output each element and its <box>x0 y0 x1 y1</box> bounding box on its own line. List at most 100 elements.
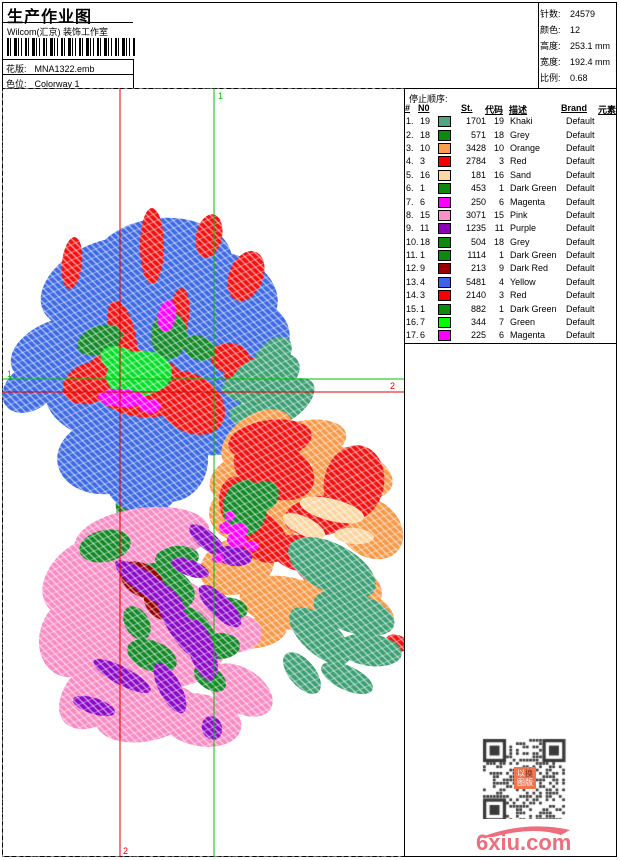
page-title: 生产作业图 <box>7 9 93 26</box>
col-code: 代码 <box>485 105 504 115</box>
row-color-name: Pink <box>510 209 528 220</box>
stat-stitches: 针数: 24579 <box>540 6 616 22</box>
row-code: 1 <box>498 303 504 314</box>
row-seq: 8. <box>406 209 414 220</box>
col-n0: N0 <box>418 103 430 113</box>
row-code: 3 <box>498 156 504 167</box>
row-needle: 1 <box>420 183 426 194</box>
row-stitches: 882 <box>470 303 486 314</box>
row-needle: 1 <box>420 303 426 314</box>
guide-label-green-v: 1 <box>218 91 223 101</box>
row-swatch-cell <box>438 330 456 342</box>
row-stitches: 1235 <box>465 223 486 234</box>
row-code: 7 <box>498 317 504 328</box>
row-seq: 11. <box>406 250 418 261</box>
row-swatch-cell <box>438 250 456 262</box>
pattern-filename: MNA1322.emb <box>34 64 95 74</box>
row-brand: Default <box>566 209 595 220</box>
row-brand: Default <box>566 129 595 140</box>
row-color-name: Dark Green <box>510 303 557 314</box>
row-brand: Default <box>566 169 595 180</box>
stat-value: 12 <box>570 25 581 35</box>
row-color-name: Magenta <box>510 196 546 207</box>
row-swatch-cell <box>438 303 456 315</box>
table-row: 7. 6 250 6 Magenta Default <box>405 195 616 208</box>
color-swatch <box>438 129 451 141</box>
row-brand: Default <box>566 250 595 261</box>
col-desc: 描述 <box>509 105 528 115</box>
row-color-name: Grey <box>510 236 530 247</box>
row-brand: Default <box>566 183 595 194</box>
colorway-row: 色位: Colorway 1 <box>6 77 80 90</box>
row-code: 19 <box>493 116 504 127</box>
row-seq: 10. <box>406 236 419 247</box>
watermark-logo: 6xiu.com <box>473 822 577 856</box>
color-swatch <box>438 156 451 168</box>
row-stitches: 250 <box>470 196 486 207</box>
row-code: 4 <box>498 276 504 287</box>
row-brand: Default <box>566 290 595 301</box>
row-seq: 13. <box>406 276 419 287</box>
row-seq: 12. <box>406 263 419 274</box>
row-stitches: 213 <box>470 263 486 274</box>
stat-label: 颜色: <box>540 25 561 35</box>
row-needle: 10 <box>420 142 431 153</box>
stat-label: 宽度: <box>540 57 561 67</box>
stop-table-column-headers: # N0 St. 代码 描述 Brand 元素 <box>405 103 616 116</box>
row-brand: Default <box>566 116 595 127</box>
row-needle: 3 <box>420 156 426 167</box>
stat-width: 宽度: 192.4 mm <box>540 54 616 70</box>
stat-value: 24579 <box>570 9 596 19</box>
row-seq: 5. <box>406 169 414 180</box>
color-swatch <box>438 142 451 154</box>
row-brand: Default <box>566 142 595 153</box>
row-stitches: 3071 <box>465 209 486 220</box>
table-row: 15. 1 882 1 Dark Green Default <box>405 302 616 315</box>
row-swatch-cell <box>438 236 456 248</box>
row-color-name: Red <box>510 290 527 301</box>
table-row: 3. 10 3428 10 Orange Default <box>405 142 616 155</box>
design-barcode <box>7 38 135 56</box>
stop-table: 1. 19 1701 19 Khaki Default 2. 18 571 18… <box>405 115 616 343</box>
row-color-name: Sand <box>510 169 532 180</box>
stat-label: 比例: <box>540 73 561 83</box>
row-code: 1 <box>498 250 504 261</box>
row-needle: 6 <box>420 196 426 207</box>
drawing-area-right-border <box>404 88 405 857</box>
row-needle: 19 <box>420 116 431 127</box>
row-needle: 18 <box>420 129 431 140</box>
table-row: 4. 3 2784 3 Red Default <box>405 155 616 168</box>
row-swatch-cell <box>438 183 456 195</box>
qr-center-logo: 以换 图版 <box>514 767 536 789</box>
pattern-row: 花版: MNA1322.emb <box>6 62 95 75</box>
row-needle: 11 <box>420 223 430 234</box>
color-swatch <box>438 116 451 128</box>
row-swatch-cell <box>438 223 456 235</box>
table-row: 16. 7 344 7 Green Default <box>405 316 616 329</box>
company-subtitle: Wilcom(汇京) 装饰工作室 <box>7 27 108 37</box>
row-stitches: 1701 <box>465 116 486 127</box>
title-underline <box>2 22 133 23</box>
row-seq: 17. <box>406 330 419 341</box>
guide-label-red-h: 2 <box>390 381 395 391</box>
row-swatch-cell <box>438 156 456 168</box>
row-needle: 15 <box>420 209 431 220</box>
row-needle: 3 <box>420 290 426 301</box>
row-brand: Default <box>566 156 595 167</box>
stat-height: 高度: 253.1 mm <box>540 38 616 54</box>
row-brand: Default <box>566 223 595 234</box>
qr-code: 以换 图版 <box>481 737 569 819</box>
row-needle: 1 <box>420 250 426 261</box>
col-brand: Brand <box>561 103 588 113</box>
table-row: 8. 15 3071 15 Pink Default <box>405 209 616 222</box>
colorway-label: 色位: <box>6 79 27 89</box>
watermark-text: 6xiu.com <box>476 830 572 855</box>
row-brand: Default <box>566 196 595 207</box>
col-seq: # <box>405 103 411 113</box>
row-needle: 9 <box>420 263 426 274</box>
table-row: 1. 19 1701 19 Khaki Default <box>405 115 616 128</box>
row-swatch-cell <box>438 116 456 128</box>
row-code: 9 <box>498 263 504 274</box>
row-color-name: Yellow <box>510 276 536 287</box>
